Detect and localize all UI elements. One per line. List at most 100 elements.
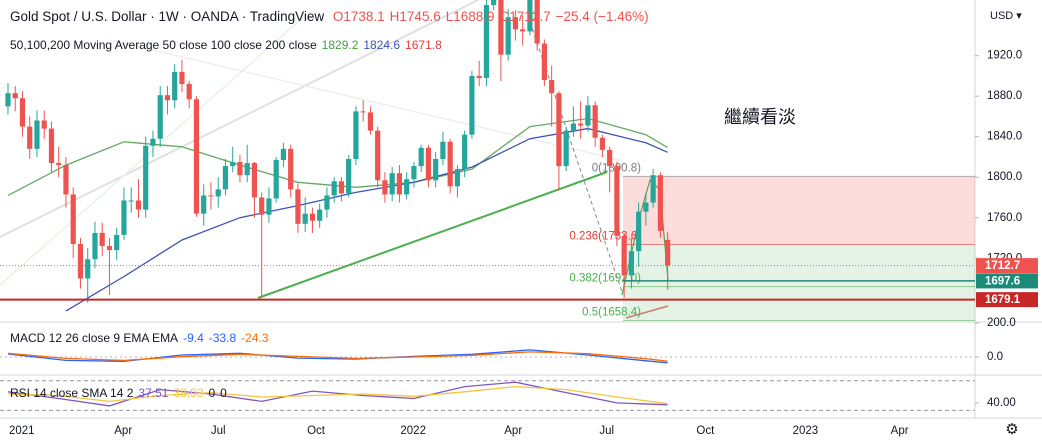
candle-body — [56, 163, 62, 166]
candle-body — [237, 162, 243, 176]
legend-value: 1824.6 — [363, 38, 401, 52]
candle-body — [433, 158, 439, 181]
legend-value: 38.93 — [173, 386, 204, 400]
candle-body — [491, 0, 497, 6]
candle-body — [280, 148, 287, 160]
ohlc-value: O1738.1 — [332, 9, 385, 24]
ohlc-value: L1688.9 — [445, 9, 495, 24]
y-tick-label: 1840.0 — [987, 131, 1022, 143]
candle-body — [563, 130, 569, 167]
fib-label: 0.5(1658.4) — [582, 307, 641, 319]
x-tick-label: Apr — [114, 425, 132, 437]
candle-body — [77, 244, 84, 279]
candle-body — [396, 173, 403, 195]
price-label: 1679.1 — [985, 294, 1021, 306]
candle-body — [534, 0, 540, 44]
candle-body — [462, 134, 468, 170]
candle-body — [440, 141, 446, 159]
candle-body — [585, 105, 591, 126]
trend-line — [257, 171, 608, 299]
fib-zone — [623, 176, 975, 245]
candle-body — [244, 163, 250, 176]
candle-body — [63, 165, 69, 195]
candle-body — [404, 179, 410, 195]
candle-body — [99, 232, 105, 247]
candle-body — [498, 0, 504, 55]
x-tick-label: 2023 — [793, 425, 819, 437]
legend: RSI 14 close SMA 14 2 37.51 38.93 0 0 — [10, 386, 237, 400]
legend: MACD 12 26 close 9 EMA EMA -9.4 -33.8 -24.3 — [10, 331, 278, 345]
price-label-box — [976, 258, 1038, 274]
candle-body — [389, 173, 395, 195]
x-tick-label: Oct — [307, 425, 326, 437]
candle-body — [636, 211, 642, 252]
candle-body — [382, 180, 388, 195]
legend-value: 1671.8 — [405, 38, 442, 52]
candle-body — [614, 166, 620, 236]
candle-body — [251, 163, 258, 198]
indicator-label: MACD 12 26 close 9 EMA EMA — [10, 331, 179, 345]
drawing — [0, 0, 479, 238]
candle-body — [266, 198, 272, 215]
candle-body — [418, 147, 424, 167]
candle-body — [520, 29, 526, 32]
indicator-line — [7, 385, 668, 405]
price-label: 1712.7 — [985, 260, 1020, 272]
legend-value: -9.4 — [183, 331, 204, 345]
indicator-label: 50,100,200 Moving Average 50 close 100 c… — [10, 38, 317, 52]
candle-body — [469, 75, 475, 135]
ohlc-values: O1738.1 H1745.6 L1688.9 C1712.7 −25.4 (−1.46… — [333, 9, 654, 24]
candle-body — [570, 123, 577, 131]
candle-body — [324, 195, 330, 210]
legend-value: -33.8 — [208, 331, 237, 345]
candle-body — [41, 120, 47, 129]
x-tick-label: Apr — [504, 425, 522, 437]
candle-body — [92, 232, 98, 260]
candle-body — [309, 213, 316, 221]
price-label-box — [976, 292, 1038, 308]
candle-body — [338, 181, 345, 194]
candle-body — [454, 169, 461, 187]
axis-unit: USD ▾ — [990, 10, 1022, 22]
candle-body — [512, 17, 519, 30]
drawing — [625, 305, 669, 319]
candle-body — [628, 251, 634, 276]
candle-body — [599, 137, 605, 150]
candle-body — [201, 195, 207, 214]
candle-body — [425, 147, 432, 181]
y-tick-label: 1800.0 — [987, 171, 1022, 183]
macd-pane — [0, 349, 975, 364]
candle-body — [179, 71, 185, 85]
indicator-line — [7, 381, 668, 407]
candle-body — [5, 93, 11, 107]
candle-body — [367, 112, 374, 131]
candle-body — [657, 175, 663, 231]
candle-body — [549, 80, 555, 94]
y-tick-label: 200.0 — [987, 317, 1016, 329]
candle-body — [70, 194, 76, 245]
candle-body — [230, 162, 236, 167]
candle-body — [556, 93, 562, 167]
candle-body — [164, 95, 171, 101]
candle-body — [607, 149, 613, 167]
candle-body — [114, 234, 120, 251]
candle-body — [27, 126, 33, 149]
candle-body — [172, 71, 178, 101]
price-label-box — [976, 273, 1038, 289]
legend-value: 37.51 — [138, 386, 169, 400]
candle-body — [621, 235, 627, 276]
candle-body — [106, 246, 113, 251]
ohlc-value: −25.4 (−1.46%) — [555, 9, 649, 24]
indicator-line — [7, 351, 668, 362]
candle-body — [186, 84, 192, 100]
y-tick-label: 1760.0 — [987, 212, 1022, 224]
candle-body — [447, 141, 453, 187]
price-label: 1697.6 — [985, 275, 1020, 287]
candle-body — [411, 166, 417, 180]
settings-icon[interactable]: ⚙ — [1005, 421, 1018, 438]
candle-body — [527, 0, 533, 32]
indicator-label: RSI 14 close SMA 14 2 — [10, 386, 134, 400]
x-tick-label: Oct — [696, 425, 715, 437]
